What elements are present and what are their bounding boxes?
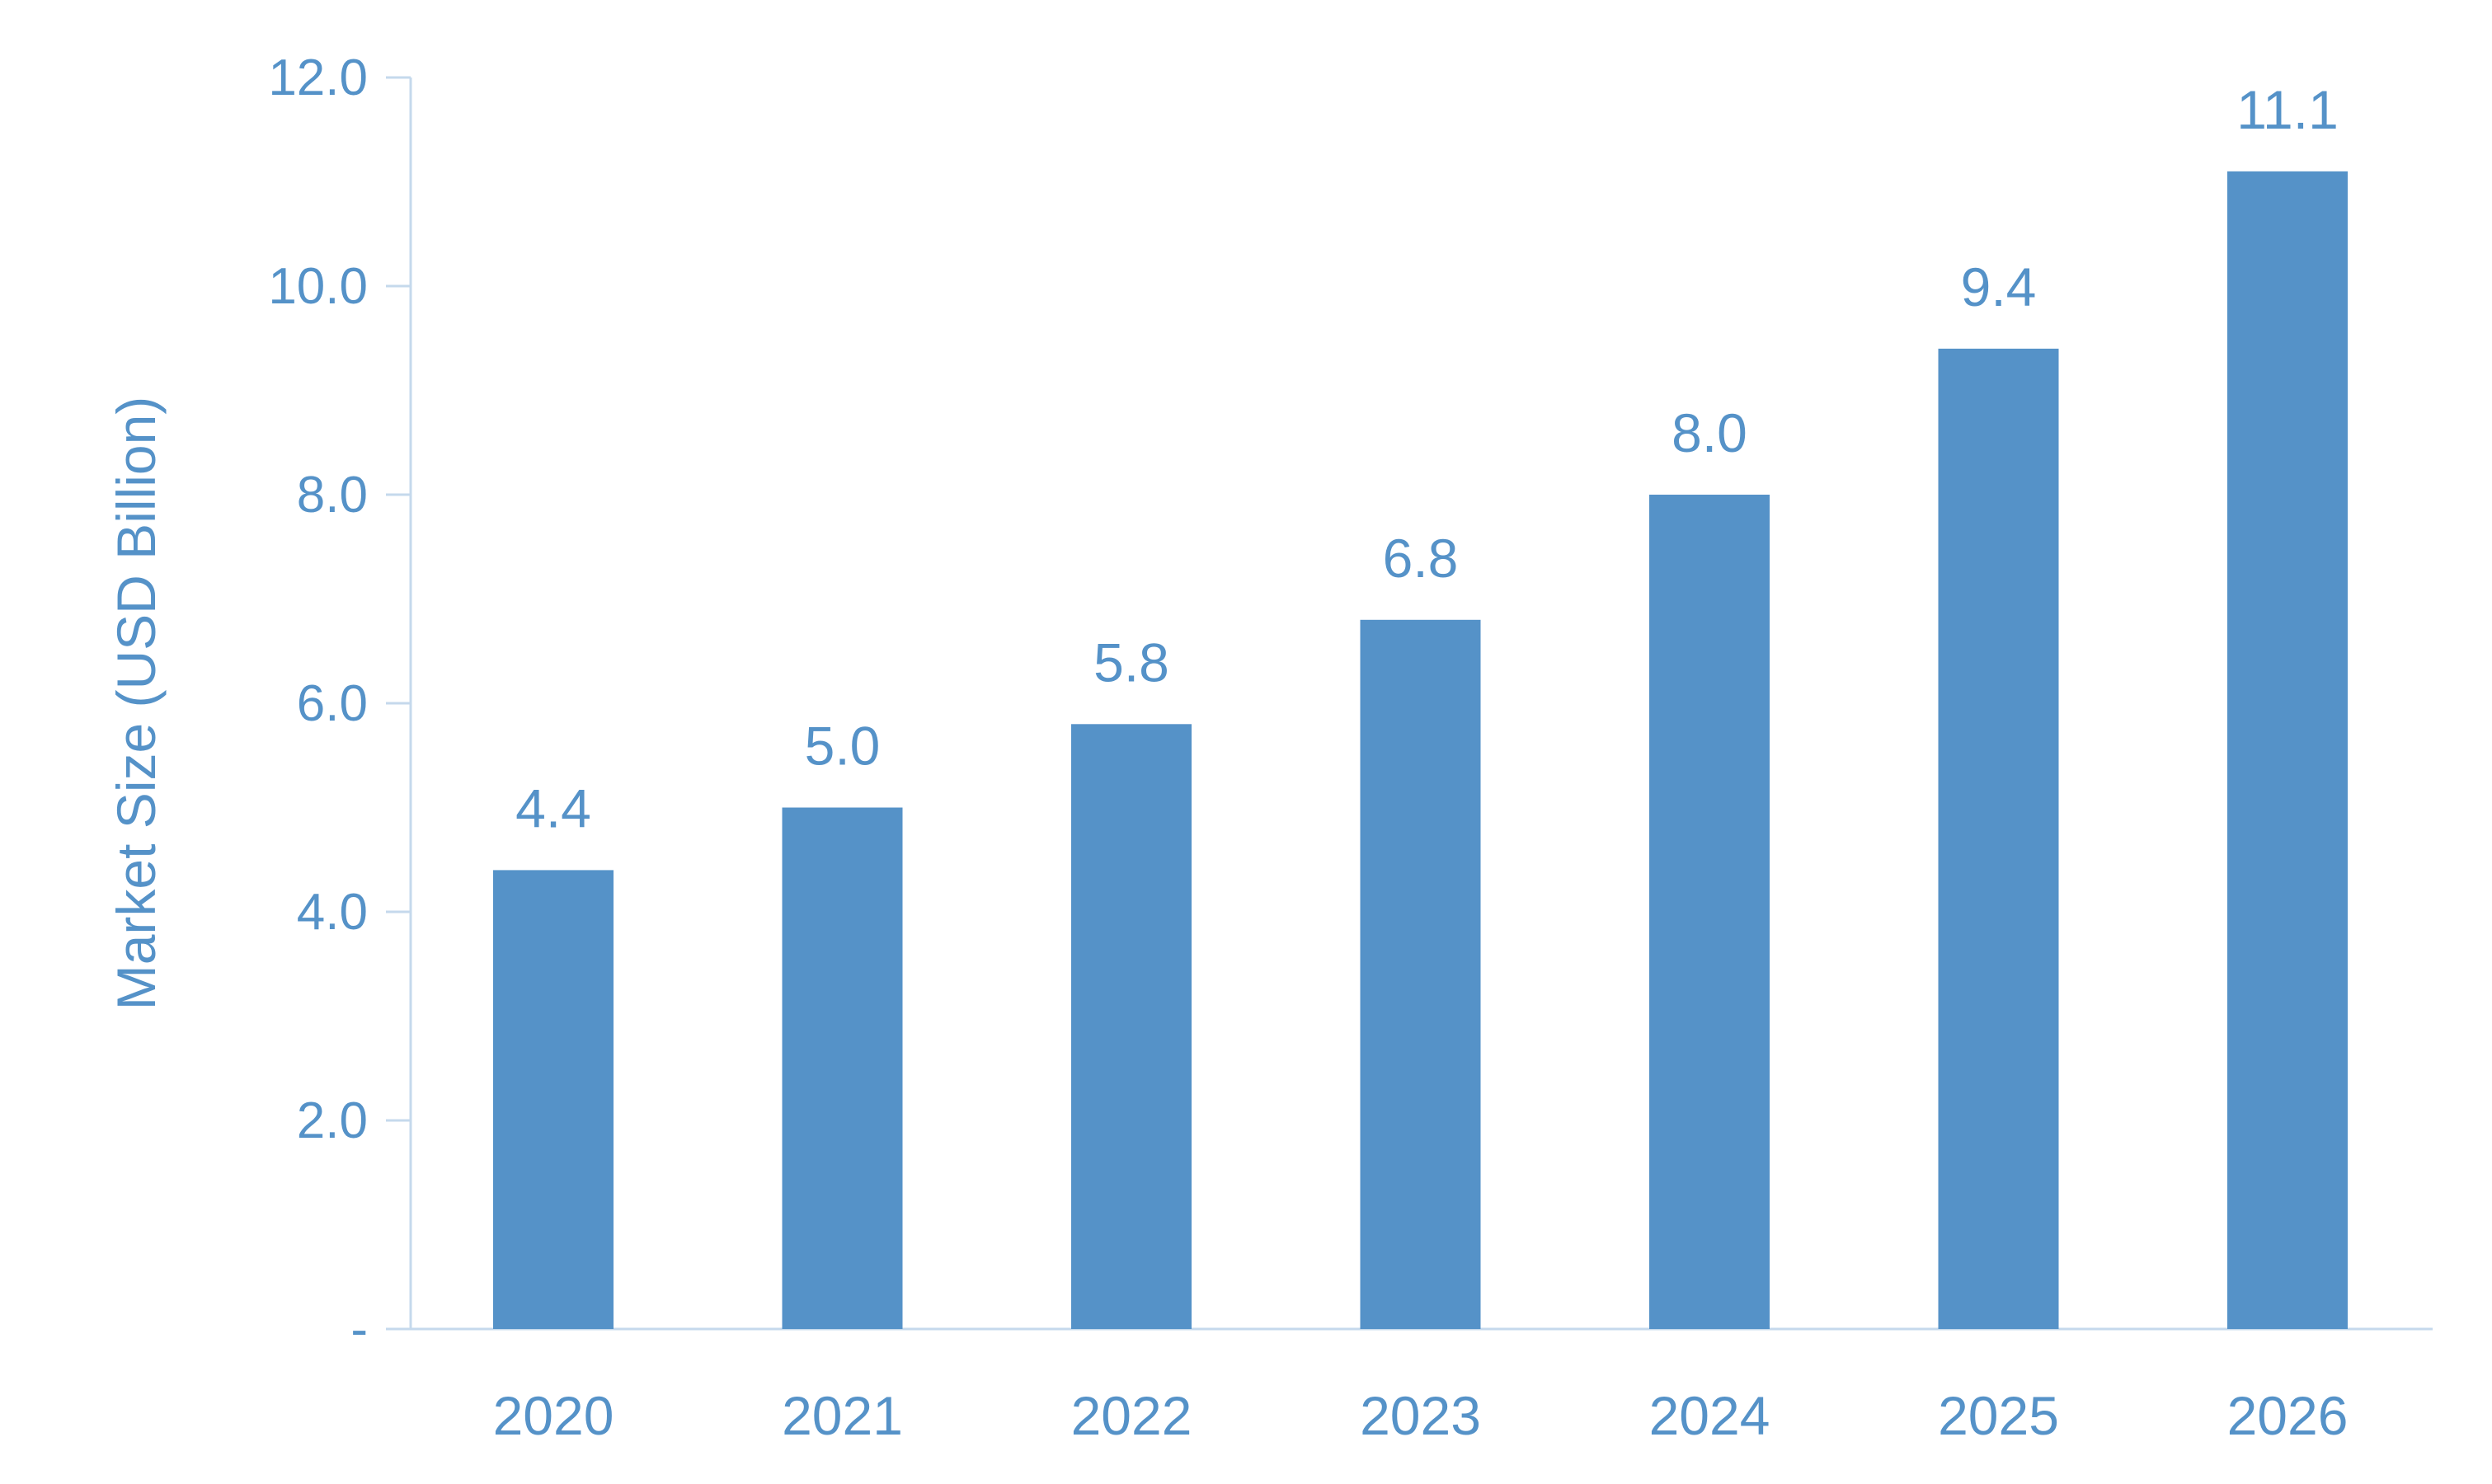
bar-2022 [1071, 724, 1192, 1329]
y-tick-label: 10.0 [268, 258, 368, 315]
data-label-2026: 11.1 [2236, 79, 2339, 140]
bar-2023 [1360, 619, 1481, 1329]
bar-2021 [782, 807, 903, 1329]
x-tick-label-2020: 2020 [493, 1385, 614, 1446]
bar-2020 [493, 870, 614, 1329]
x-axis: 2020 2021 2022 2023 2024 2025 2026 [386, 1327, 2433, 1446]
bar-2025 [1938, 348, 2059, 1329]
bar-2024 [1649, 495, 1770, 1329]
x-tick-label-2026: 2026 [2227, 1385, 2349, 1446]
x-tick-label-2022: 2022 [1071, 1385, 1192, 1446]
data-label-2021: 5.0 [805, 716, 881, 777]
x-tick-label-2024: 2024 [1649, 1385, 1770, 1446]
y-tick-label: 12.0 [268, 49, 368, 106]
y-tick-label: 2.0 [297, 1092, 368, 1149]
y-tick-label: 8.0 [297, 467, 368, 524]
bars [493, 171, 2348, 1330]
data-label-2024: 8.0 [1672, 402, 1747, 463]
y-tick-label: 4.0 [297, 884, 368, 941]
data-label-2023: 6.8 [1383, 528, 1459, 589]
y-axis: - 2.0 4.0 6.0 8.0 10.0 12.0 [268, 49, 412, 1358]
data-label-2020: 4.4 [515, 777, 591, 838]
y-axis-title: Market Size (USD Billion) [106, 397, 167, 1011]
y-tick-label: 6.0 [297, 675, 368, 732]
y-tick-label: - [350, 1301, 368, 1358]
bar-2026 [2227, 171, 2348, 1330]
x-tick-label-2021: 2021 [782, 1385, 903, 1446]
data-label-2025: 9.4 [1961, 256, 2037, 317]
x-tick-label-2023: 2023 [1360, 1385, 1481, 1446]
x-tick-label-2025: 2025 [1938, 1385, 2059, 1446]
data-labels: 4.4 5.0 5.8 6.8 8.0 9.4 11.1 [515, 79, 2339, 839]
data-label-2022: 5.8 [1093, 632, 1169, 693]
